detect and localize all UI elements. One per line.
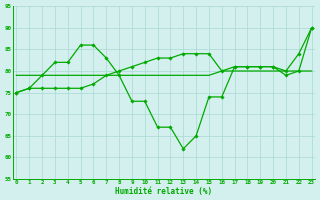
X-axis label: Humidité relative (%): Humidité relative (%) — [116, 187, 212, 196]
